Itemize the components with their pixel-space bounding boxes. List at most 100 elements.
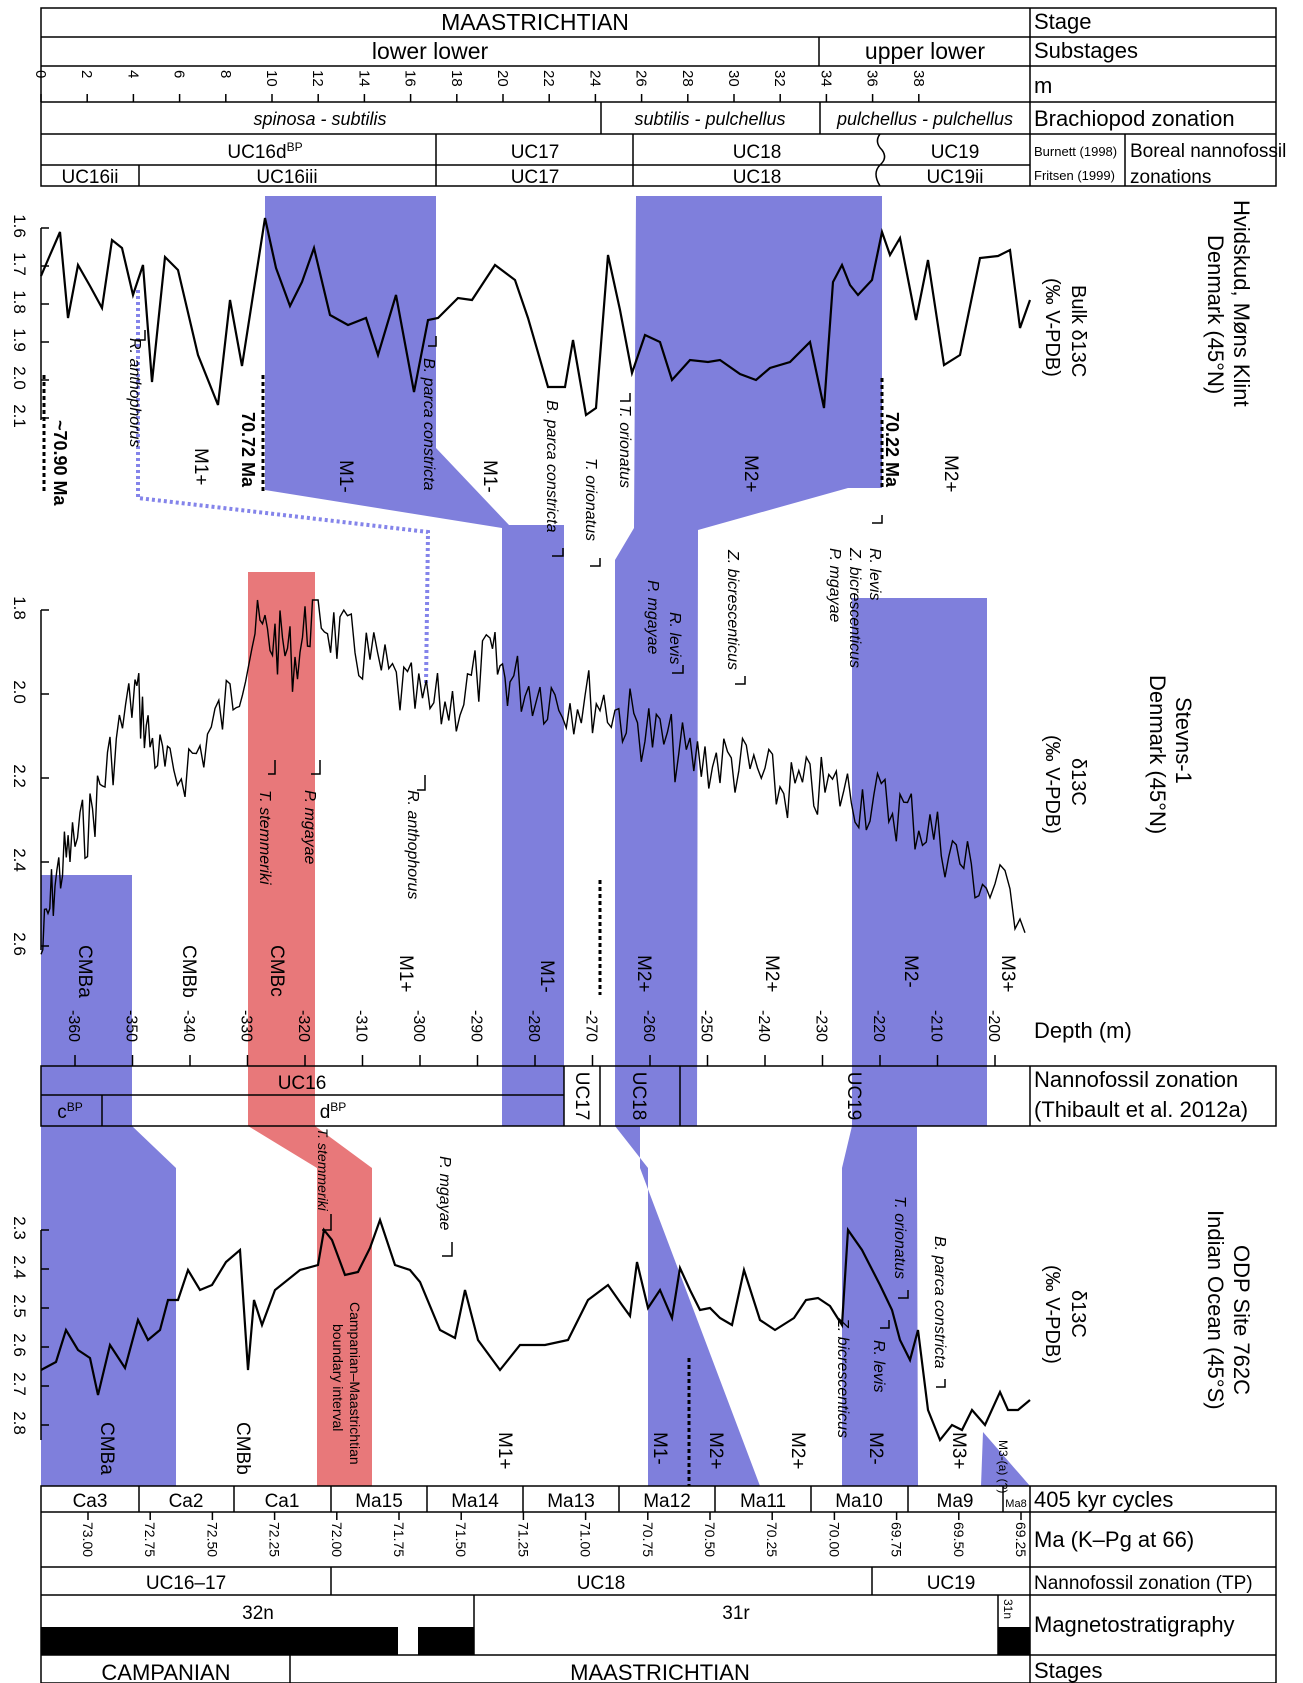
stage-campanian: CAMPANIAN: [101, 1660, 230, 1683]
nanno-uc19: UC19: [843, 1072, 864, 1121]
burnett-ref: Burnett (1998): [1034, 144, 1117, 159]
cycle-label: Ca1: [265, 1491, 300, 1512]
p2-zone-cmbc: CMBc: [266, 945, 287, 997]
cycle-label: Ma14: [451, 1491, 499, 1512]
nanno-uc17: UC17: [571, 1072, 592, 1121]
cycles-label: 405 kyr cycles: [1034, 1487, 1173, 1512]
depth-tick-label: -320: [295, 1010, 312, 1042]
m-tick-label: 36: [864, 70, 881, 87]
nanno-uc18: UC18: [628, 1072, 649, 1121]
bio-p-mgayae-3: P. mgayae: [301, 790, 318, 865]
m-tick-label: 8: [217, 70, 234, 78]
panel3-site2: Indian Ocean (45°S): [1203, 1210, 1228, 1410]
header-table: [40, 7, 1277, 187]
nanno-c: cBP: [57, 1100, 83, 1123]
bio-p-mgayae-4: P. mgayae: [436, 1156, 453, 1231]
boundary-text-1: Campanian–Maastrichtian: [347, 1302, 363, 1465]
ma-tick-label: 70.25: [764, 1522, 780, 1557]
fritsen-zone-1: UC16ii: [61, 167, 118, 188]
bio-t-orionatus-3: T. orionatus: [891, 1196, 908, 1279]
m-label: m: [1034, 73, 1052, 98]
bio-z-bicres-1: Z. bicrescenticus: [724, 549, 741, 670]
p3-zone-m2plus-a: M2+: [705, 1432, 726, 1470]
bio-r-levis-1: R. levis: [666, 612, 683, 664]
y-tick-label: 2.2: [10, 764, 29, 788]
p2-zone-cmba: CMBa: [74, 945, 95, 998]
m-tick-label: 34: [817, 70, 834, 87]
p1-zone-m1minus-b: M1-: [479, 460, 500, 493]
bio-r-levis-3: R. levis: [870, 1340, 887, 1392]
bio-z-bicres-3: Z. bicrescenticus: [834, 1317, 851, 1438]
panel2-site2: Denmark (45°N): [1145, 675, 1170, 834]
ma-label: Ma (K–Pg at 66): [1034, 1527, 1194, 1552]
depth-tick-label: -250: [698, 1010, 715, 1042]
panel3-d13c-curve: [40, 1216, 1031, 1443]
depth-tick-label: -350: [123, 1010, 140, 1042]
p1-zone-m2plus-a: M2+: [740, 455, 761, 493]
depth-tick-label: -330: [238, 1010, 255, 1042]
m-tick-label: 14: [355, 70, 372, 87]
y-tick-label: 1.8: [10, 596, 29, 620]
burnett-zone-4: UC19: [931, 142, 980, 163]
cycle-label: Ca2: [169, 1491, 204, 1512]
p3-zone-m2plus-b: M2+: [787, 1432, 808, 1470]
bio-z-bicres-2: Z. bicrescenticus: [846, 547, 863, 668]
cycle-row: Ca3 Ca2 Ca1 Ma15 Ma14 Ma13 Ma12 Ma11 Ma10 Ma9 Ma8: [73, 1491, 1027, 1512]
y-tick-label: 1.9: [10, 328, 29, 352]
panel2-zone-labels: CMBa CMBb CMBc M1+ M1- M2+ M2+ M2- M3+ T…: [74, 790, 1018, 998]
ma-tick-label: 70.75: [640, 1522, 656, 1557]
y-tick-label: 2.6: [10, 932, 29, 956]
boreal-label-2: zonations: [1130, 167, 1211, 188]
bio-b-parca-1: B. parca constricta: [420, 358, 437, 491]
p3-zone-cmba: CMBa: [96, 1422, 117, 1475]
fritsen-zone-3: UC17: [511, 167, 560, 188]
nanno-uc16: UC16: [278, 1073, 327, 1094]
panel3-zone-labels: CMBa CMBb M1+ M1- M2+ M2+ M2- M3+ M3-(a)…: [96, 1128, 1010, 1493]
y-tick-label: 2.4: [10, 1255, 29, 1279]
panel2-ylabel: δ13C: [1067, 758, 1089, 806]
depth-tick-label: -200: [985, 1010, 1002, 1042]
cycle-label: Ma11: [740, 1491, 786, 1512]
y-tick-label: 1.7: [10, 252, 29, 276]
cycle-label: Ma13: [547, 1491, 595, 1512]
m-tick-label: 30: [725, 70, 742, 87]
ma-tick-label: 69.50: [951, 1522, 967, 1557]
y-tick-label: 2.0: [10, 366, 29, 390]
p2-zone-cmbb: CMBb: [178, 945, 199, 998]
boundary-text-2: boundary interval: [330, 1324, 346, 1431]
panel1-site2: Denmark (45°N): [1203, 235, 1228, 394]
bio-t-orionatus-1: T. orionatus: [582, 458, 599, 541]
y-tick-label: 1.8: [10, 290, 29, 314]
burnett-zone-2: UC17: [511, 142, 560, 163]
nanno-label: Nannofossil zonation: [1034, 1067, 1238, 1092]
y-tick-label: 2.6: [10, 1333, 29, 1357]
substages-label: Substages: [1034, 38, 1138, 63]
bio-t-stemmeriki-2: T. stemmeriki: [315, 1128, 331, 1212]
bio-b-parca-3: B. parca constricta: [931, 1236, 948, 1369]
y-tick-label: 2.3: [10, 1216, 29, 1240]
cycle-label: Ma12: [643, 1491, 691, 1512]
panel3-ylabel: δ13C: [1067, 1290, 1089, 1338]
bio-t-orionatus-2: T. orionatus: [616, 405, 633, 488]
depth-axis: -360 -350 -340 -330 -320 -310 -300 -290 -280 -270…: [65, 1010, 1002, 1066]
m-tick-label: 4: [124, 70, 141, 78]
tp-label: Nannofossil zonation (TP): [1034, 1573, 1253, 1594]
m-tick-label: 10: [263, 70, 280, 87]
chron-31r: 31r: [722, 1603, 750, 1624]
correlation-bands: [41, 196, 1030, 1486]
ma-tick-label: 71.25: [515, 1522, 531, 1557]
ma-tick-label: 72.50: [204, 1522, 220, 1557]
p1-zone-m2plus-b: M2+: [940, 455, 961, 493]
nanno-d: dBP: [320, 1100, 347, 1123]
y-tick-label: 1.6: [10, 214, 29, 238]
brach-zone-1: spinosa - subtilis: [253, 109, 386, 129]
m-tick-label: 24: [586, 70, 603, 87]
ma-tick-label: 70.00: [826, 1522, 842, 1557]
p2-zone-m2plus-b: M2+: [761, 955, 782, 993]
panel1-bio-markers: [135, 330, 883, 685]
stages-label: Stages: [1034, 1658, 1103, 1683]
panel2-nanno-table: [40, 1065, 1277, 1127]
y-tick-label: 2.7: [10, 1372, 29, 1396]
depth-tick-label: -280: [525, 1010, 542, 1042]
y-tick-label: 2.0: [10, 680, 29, 704]
